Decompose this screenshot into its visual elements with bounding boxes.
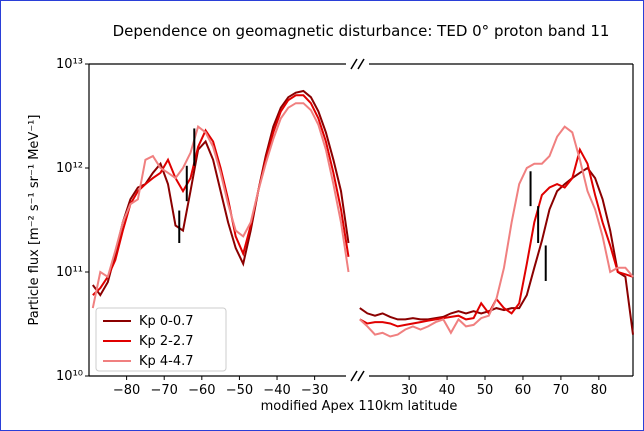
legend-label: Kp 0-0.7: [139, 314, 194, 329]
x-tick-label: 80: [591, 383, 608, 398]
y-tick-label: 10¹¹: [56, 265, 83, 280]
legend-box: [95, 307, 227, 372]
x-tick-label: −40: [263, 383, 290, 398]
x-tick-label: 70: [553, 383, 570, 398]
x-tick-label: 40: [439, 383, 456, 398]
x-tick-label: −70: [150, 383, 177, 398]
series-line: [92, 94, 350, 296]
x-tick-label: −30: [301, 383, 328, 398]
x-tick-label: 30: [401, 383, 418, 398]
legend-label: Kp 4-4.7: [139, 354, 194, 369]
x-tick-label: 60: [515, 383, 532, 398]
legend-label: Kp 2-2.7: [139, 334, 194, 349]
x-tick-label: 50: [477, 383, 494, 398]
x-tick-label: −80: [113, 383, 140, 398]
chart-title: Dependence on geomagnetic disturbance: T…: [113, 22, 610, 40]
series-line: [91, 102, 350, 309]
y-tick-label: 10¹²: [56, 161, 83, 176]
series-line: [359, 125, 634, 338]
y-tick-label: 10¹⁰: [56, 369, 83, 384]
x-tick-label: −50: [226, 383, 253, 398]
series-line: [359, 166, 634, 335]
axis-spines: [88, 63, 634, 377]
x-tick-label: −60: [188, 383, 215, 398]
x-axis-label: modified Apex 110km latitude: [261, 399, 458, 414]
series-line: [91, 89, 350, 297]
y-tick-label: 10¹³: [56, 57, 83, 72]
y-axis-label: Particle flux [m⁻² s⁻¹ sr⁻¹ MeV⁻¹]: [27, 115, 42, 326]
axis-break: [350, 58, 365, 382]
